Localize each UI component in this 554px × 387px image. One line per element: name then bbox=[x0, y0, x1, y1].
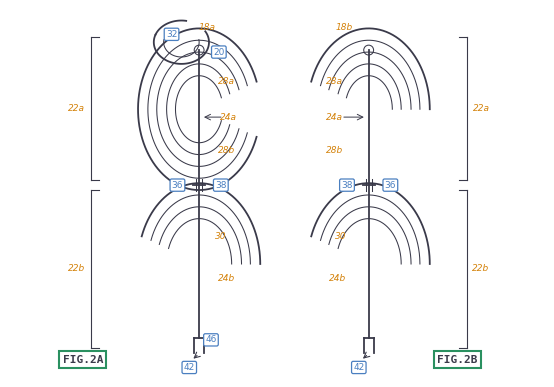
Text: 42: 42 bbox=[184, 363, 195, 372]
Text: 46: 46 bbox=[206, 336, 217, 344]
Text: 22b: 22b bbox=[473, 264, 490, 273]
Text: 22a: 22a bbox=[473, 104, 490, 113]
Text: 28b: 28b bbox=[326, 146, 343, 155]
Text: FIG.2A: FIG.2A bbox=[63, 354, 103, 365]
Text: 38: 38 bbox=[341, 181, 353, 190]
Text: 24b: 24b bbox=[329, 274, 346, 283]
Text: 22b: 22b bbox=[68, 264, 85, 273]
Text: 36: 36 bbox=[384, 181, 396, 190]
Text: 30: 30 bbox=[335, 232, 347, 241]
Text: 24a: 24a bbox=[326, 113, 343, 122]
Text: FIG.2B: FIG.2B bbox=[437, 354, 478, 365]
Text: 18b: 18b bbox=[335, 23, 353, 32]
Text: 28a: 28a bbox=[218, 77, 235, 86]
Text: 32: 32 bbox=[166, 30, 177, 39]
Text: 22a: 22a bbox=[68, 104, 85, 113]
Text: 18a: 18a bbox=[198, 23, 216, 32]
Text: 20: 20 bbox=[213, 48, 224, 57]
Text: 42: 42 bbox=[353, 363, 365, 372]
Text: 36: 36 bbox=[172, 181, 183, 190]
Text: 28a: 28a bbox=[326, 77, 343, 86]
Text: 24b: 24b bbox=[218, 274, 235, 283]
Text: 30: 30 bbox=[215, 232, 227, 241]
Text: 38: 38 bbox=[215, 181, 227, 190]
Text: 24a: 24a bbox=[220, 113, 237, 122]
Text: 28b: 28b bbox=[218, 146, 235, 155]
